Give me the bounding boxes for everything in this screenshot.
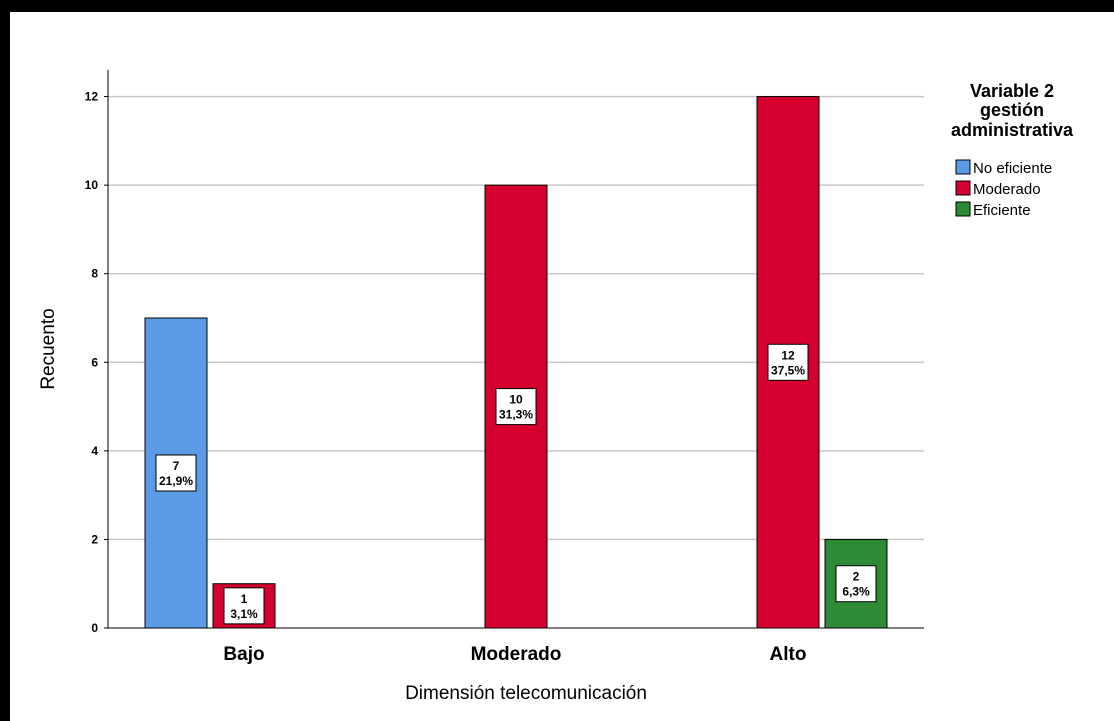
bar-chart: 0 2 4 6 8 10 12 Bajo Moderado Alto 721,9% 13,1% 10… bbox=[38, 70, 1074, 704]
axes bbox=[107, 70, 924, 629]
y-tick-labels: 0 2 4 6 8 10 12 bbox=[85, 90, 108, 635]
x-category-labels: Bajo Moderado Alto bbox=[223, 644, 806, 665]
data-label-box bbox=[155, 454, 197, 492]
legend-label: Eficiente bbox=[973, 202, 1031, 219]
data-label-count: 2 bbox=[853, 570, 860, 584]
legend-swatch bbox=[955, 180, 971, 196]
chart-frame: 0 2 4 6 8 10 12 Bajo Moderado Alto 7 21,9% 1 3,1% 10… bbox=[10, 12, 1114, 721]
legend-swatch bbox=[955, 159, 971, 175]
data-label-percent: 31,3% bbox=[499, 408, 533, 422]
data-label-count: 7 bbox=[173, 459, 180, 473]
y-tick-label: 12 bbox=[85, 90, 99, 104]
y-axis-title: Recuento bbox=[38, 308, 59, 389]
data-label-box bbox=[767, 343, 809, 381]
legend-items: No eficiente Moderado Eficiente bbox=[955, 159, 1052, 219]
x-axis-title: Dimensión telecomunicación bbox=[405, 683, 647, 704]
legend-title-line-2: gestión bbox=[980, 100, 1044, 120]
bars bbox=[144, 96, 888, 629]
data-label-percent: 37,5% bbox=[771, 363, 805, 377]
y-tick-label: 10 bbox=[85, 178, 99, 192]
x-category-label: Bajo bbox=[223, 644, 264, 665]
data-label-count: 10 bbox=[509, 393, 523, 407]
legend-title-line-1: Variable 2 bbox=[970, 81, 1054, 101]
data-label-percent: 3,1% bbox=[230, 607, 258, 621]
y-tick-label: 2 bbox=[91, 532, 98, 546]
legend-label: Moderado bbox=[973, 181, 1041, 198]
y-tick-label: 0 bbox=[91, 621, 98, 635]
x-category-label: Moderado bbox=[471, 644, 562, 665]
y-tick-label: 6 bbox=[91, 355, 98, 369]
y-tick-label: 8 bbox=[91, 267, 98, 281]
x-category-label: Alto bbox=[770, 644, 807, 665]
legend-label: No eficiente bbox=[973, 160, 1052, 177]
data-label-percent: 6,3% bbox=[842, 585, 870, 599]
legend-title-line-3: administrativa bbox=[951, 120, 1074, 140]
data-label-count: 12 bbox=[781, 348, 795, 362]
legend-swatch bbox=[955, 201, 971, 217]
data-label-box bbox=[835, 565, 877, 603]
legend: Variable 2 gestión administrativa No efi… bbox=[951, 81, 1074, 219]
data-label-box bbox=[495, 388, 537, 426]
y-tick-label: 4 bbox=[91, 444, 98, 458]
data-label-count: 1 bbox=[241, 592, 248, 606]
data-label-box bbox=[223, 587, 265, 625]
data-label-percent: 21,9% bbox=[159, 474, 193, 488]
